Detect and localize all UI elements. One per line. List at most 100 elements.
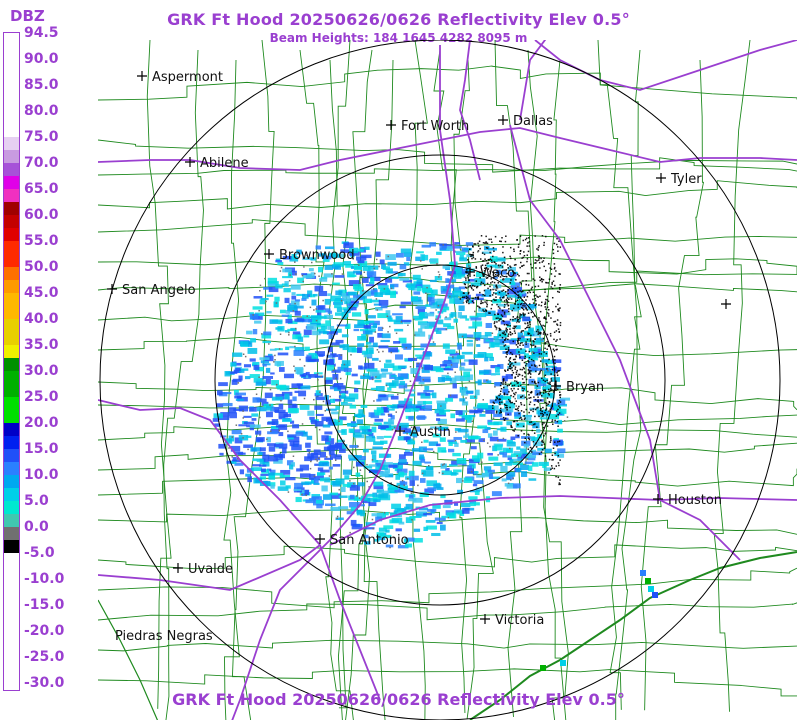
echo-pixel <box>259 434 261 436</box>
highways <box>98 40 797 720</box>
echo-pixel <box>318 290 328 297</box>
echo-pixel <box>492 292 495 294</box>
echo-pixel <box>486 379 488 381</box>
echo-pixel <box>408 430 417 436</box>
echo-pixel <box>467 292 470 295</box>
echo-pixel <box>489 285 491 288</box>
echo-pixel <box>541 301 543 304</box>
echo-pixel <box>312 496 322 501</box>
echo-pixel <box>377 351 380 353</box>
echo-pixel <box>543 325 546 327</box>
echo-pixel <box>315 310 326 313</box>
echo-pixel <box>395 316 403 322</box>
echo-pixel <box>497 303 507 307</box>
city-label: Waco <box>480 266 515 281</box>
echo-pixel <box>387 408 395 411</box>
echo-pixel <box>256 398 267 403</box>
echo-pixel <box>255 430 262 435</box>
echo-pixel <box>338 488 340 491</box>
echo-pixel <box>311 354 319 360</box>
echo-pixel <box>517 293 522 298</box>
echo-pixel <box>514 408 517 411</box>
echo-pixel <box>363 271 366 274</box>
echo-pixel <box>506 350 508 353</box>
echo-pixel <box>375 376 377 378</box>
echo-pixel <box>525 308 527 310</box>
echo-pixel <box>497 454 499 456</box>
echo-pixel <box>541 423 544 426</box>
echo-pixel <box>502 454 507 458</box>
echo-pixel <box>269 473 276 478</box>
echo-pixel <box>330 493 341 499</box>
echo-pixel <box>483 439 485 442</box>
echo-pixel <box>536 407 538 409</box>
echo-pixel <box>527 312 530 314</box>
echo-pixel <box>390 395 399 400</box>
echo-pixel <box>398 400 408 405</box>
echo-pixel <box>552 248 555 251</box>
echo-pixel <box>268 286 279 293</box>
echo-pixel <box>292 455 295 457</box>
echo-pixel <box>532 298 534 301</box>
echo-pixel <box>440 309 447 313</box>
echo-pixel <box>378 299 389 306</box>
echo-pixel <box>541 280 543 283</box>
echo-pixel <box>494 386 496 388</box>
echo-pixel <box>559 246 562 248</box>
echo-pixel <box>475 487 483 492</box>
echo-pixel <box>517 342 519 344</box>
echo-pixel <box>303 329 312 335</box>
echo-pixel <box>297 336 304 342</box>
city-cross-icon <box>721 299 731 309</box>
echo-pixel <box>424 365 433 371</box>
echo-pixel <box>499 264 502 267</box>
echo-pixel <box>445 328 448 331</box>
echo-pixel <box>489 312 491 314</box>
echo-pixel <box>374 292 383 298</box>
echo-pixel <box>485 322 493 328</box>
echo-pixel <box>393 341 401 344</box>
echo-pixel <box>491 342 500 348</box>
echo-pixel <box>551 368 554 371</box>
legend-tick-label: 85.0 <box>24 77 59 93</box>
echo-pixel <box>554 284 556 287</box>
echo-pixel <box>502 279 504 282</box>
echo-pixel <box>319 477 325 482</box>
echo-pixel <box>517 375 519 377</box>
legend-swatch <box>4 423 19 436</box>
echo-pixel <box>505 331 508 333</box>
echo-pixel <box>376 489 385 493</box>
echo-pixel <box>288 464 294 470</box>
echo-pixel <box>538 245 540 247</box>
echo-pixel <box>511 369 514 372</box>
echo-pixel <box>523 371 526 373</box>
echo-pixel <box>418 382 425 385</box>
echo-pixel <box>547 404 553 407</box>
echo-pixel <box>377 326 383 332</box>
echo-pixel <box>447 394 458 399</box>
echo-pixel <box>293 305 304 309</box>
echo-pixel <box>368 437 376 442</box>
echo-pixel <box>249 374 260 378</box>
echo-pixel <box>371 459 379 463</box>
echo-pixel <box>347 271 355 278</box>
echo-pixel <box>478 240 481 243</box>
echo-pixel <box>467 465 473 470</box>
echo-pixel <box>395 474 401 480</box>
echo-pixel <box>341 311 349 318</box>
echo-pixel <box>467 291 470 294</box>
echo-pixel <box>330 506 341 511</box>
echo-pixel <box>418 507 429 511</box>
echo-pixel <box>494 235 497 238</box>
echo-pixel <box>309 416 315 420</box>
echo-pixel <box>556 388 559 390</box>
echo-pixel <box>406 401 413 407</box>
echo-pixel <box>398 337 407 344</box>
echo-pixel <box>521 374 524 377</box>
echo-pixel <box>510 436 516 441</box>
echo-pixel <box>322 257 330 262</box>
echo-pixel <box>528 332 531 335</box>
echo-pixel <box>293 350 305 356</box>
city-cross-icon <box>173 563 183 573</box>
echo-pixel <box>495 410 498 413</box>
